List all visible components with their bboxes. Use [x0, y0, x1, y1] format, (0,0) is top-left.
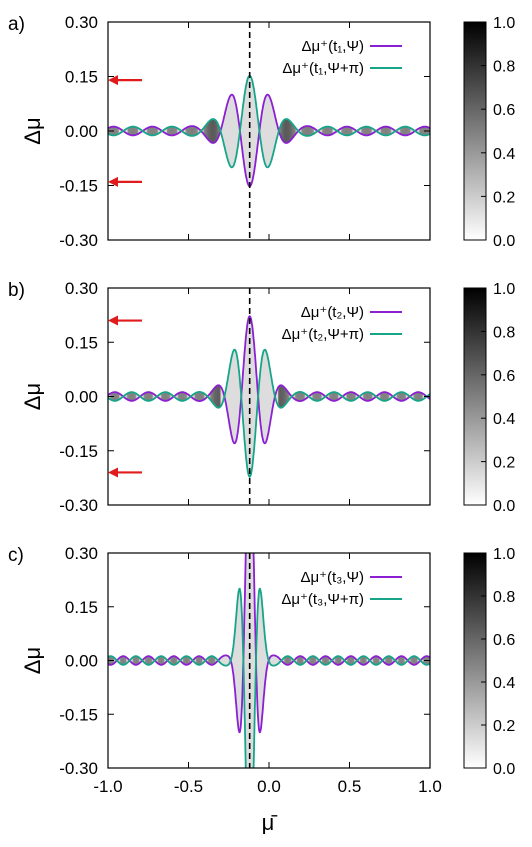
y-tick-label: -0.30: [59, 759, 98, 778]
panel-label: c): [8, 545, 24, 566]
x-tick-label: -0.5: [174, 777, 203, 796]
y-tick-label: 0.15: [65, 333, 98, 352]
x-axis-title: μ̄: [262, 810, 278, 835]
red-arrow-head: [108, 315, 118, 326]
chart-panel-1: 0.30 0.15 0.00 -0.15 -0.30 a) Δμ Δμ⁺(t₁,Ψ) Δμ⁺(t…: [8, 13, 515, 250]
legend-label: Δμ⁺(t₁,Ψ+π): [282, 60, 364, 77]
colorbar-tick-label: 0.6: [493, 632, 515, 649]
colorbar-tick-label: 0.8: [493, 59, 515, 76]
y-axis-title: Δμ: [20, 117, 45, 144]
y-tick-label: 0.30: [65, 544, 98, 563]
y-tick-label: 0.15: [65, 68, 98, 87]
series-line-1: [108, 553, 430, 734]
colorbar-tick-label: 0.2: [493, 189, 515, 206]
chart-panel-3: 0.30 0.15 0.00 -0.15 -0.30-1.0 -0.5 0.0 0.5 1.0 c…: [8, 544, 515, 796]
colorbar-tick-label: 0.2: [493, 455, 515, 472]
series-line-2: [108, 587, 430, 768]
x-tick-label: -1.0: [93, 777, 122, 796]
colorbar-tick-label: 0.8: [493, 589, 515, 606]
density-band: [108, 75, 430, 187]
y-tick-label: -0.30: [59, 496, 98, 515]
series-line-2: [108, 348, 430, 478]
legend-label: Δμ⁺(t₂,Ψ): [301, 304, 364, 321]
y-tick-label: -0.30: [59, 231, 98, 250]
colorbar-tick-label: 0.2: [493, 718, 515, 735]
y-axis-title: Δμ: [20, 383, 45, 410]
y-tick-label: 0.00: [65, 388, 98, 407]
legend-label: Δμ⁺(t₃,Ψ): [300, 569, 364, 586]
colorbar-tick-label: 1.0: [493, 15, 515, 32]
chart-panel-2: 0.30 0.15 0.00 -0.15 -0.30 b) Δμ Δμ⁺(t₂,Ψ) Δμ⁺(t…: [8, 279, 515, 515]
colorbar-tick-label: 0.4: [493, 675, 515, 692]
y-tick-label: -0.15: [59, 442, 98, 461]
red-arrow-head: [108, 176, 118, 187]
y-tick-label: 0.15: [65, 598, 98, 617]
x-tick-label: 0.0: [257, 777, 281, 796]
legend-label: Δμ⁺(t₂,Ψ+π): [282, 326, 364, 343]
panel-label: a): [8, 14, 25, 35]
colorbar-tick-label: 0.0: [493, 233, 515, 250]
y-tick-label: 0.00: [65, 122, 98, 141]
density-band: [108, 316, 430, 477]
colorbar-tick-label: 0.6: [493, 368, 515, 385]
colorbar-tick-label: 0.0: [493, 761, 515, 778]
colorbar-tick-label: 0.8: [493, 324, 515, 341]
colorbar-tick-label: 1.0: [493, 546, 515, 563]
legend-label: Δμ⁺(t₁,Ψ): [302, 38, 365, 55]
series-line-2: [108, 74, 430, 169]
y-tick-label: 0.00: [65, 652, 98, 671]
colorbar-tick-label: 0.0: [493, 498, 515, 515]
y-tick-label: -0.15: [59, 705, 98, 724]
colorbar-tick-label: 0.6: [493, 102, 515, 119]
colorbar: [463, 552, 487, 769]
x-tick-label: 1.0: [418, 777, 442, 796]
red-arrow-head: [108, 467, 118, 478]
colorbar-tick-label: 0.4: [493, 146, 515, 163]
x-tick-label: 0.5: [338, 777, 362, 796]
y-tick-label: 0.30: [65, 13, 98, 32]
colorbar: [463, 21, 487, 241]
y-tick-label: 0.30: [65, 279, 98, 298]
legend-label: Δμ⁺(t₃,Ψ+π): [281, 591, 364, 608]
panel-label: b): [8, 280, 25, 301]
y-axis-title: Δμ: [20, 647, 45, 674]
red-arrow-head: [108, 75, 118, 86]
colorbar: [463, 287, 487, 506]
y-tick-label: -0.15: [59, 177, 98, 196]
colorbar-tick-label: 0.4: [493, 411, 515, 428]
colorbar-tick-label: 1.0: [493, 281, 515, 298]
